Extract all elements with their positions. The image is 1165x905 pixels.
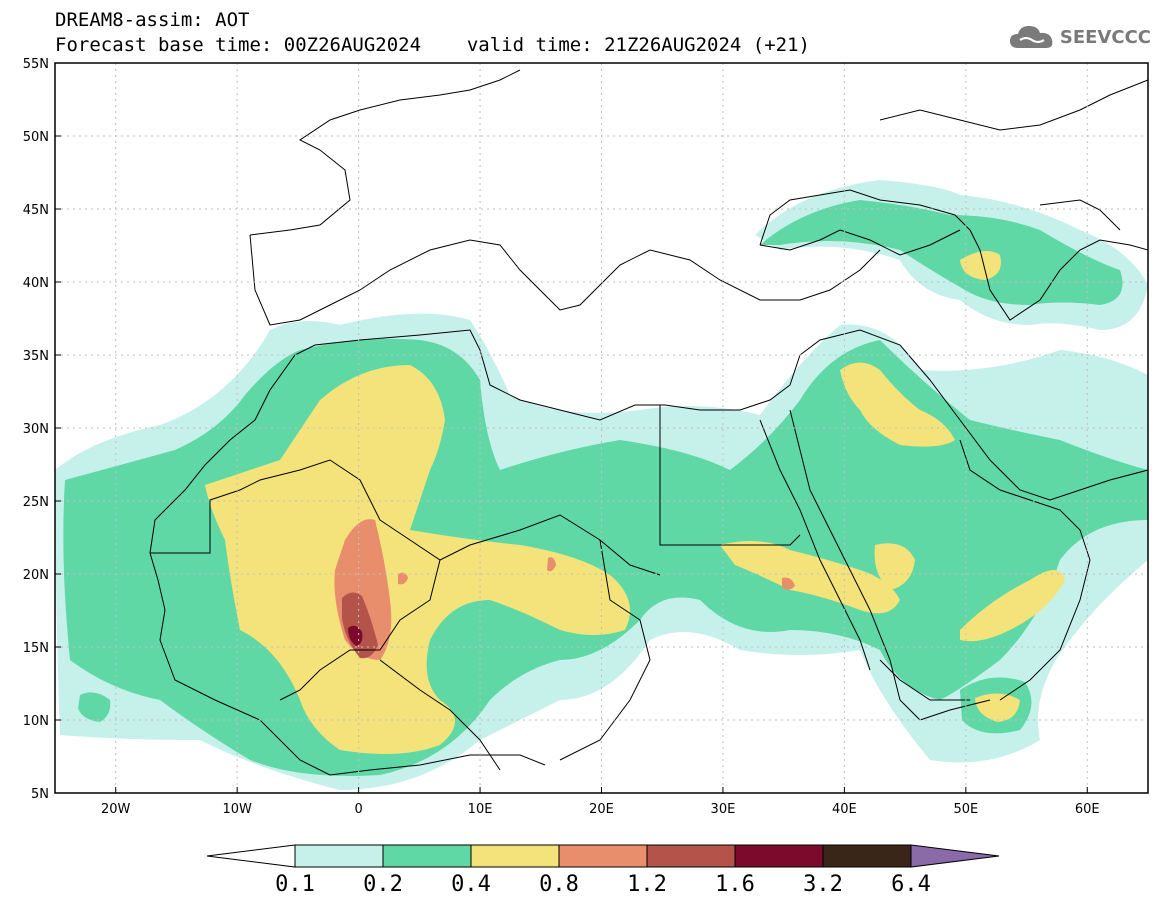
lat-label: 15N	[23, 641, 49, 656]
lat-label: 50N	[23, 130, 49, 145]
latitude-labels: 55N 50N 45N 40N 35N 30N 25N 20N 15N 10N 5N	[23, 57, 61, 802]
colorbar-high-arrow	[910, 844, 1000, 868]
lat-label: 35N	[23, 349, 49, 364]
lat-label: 25N	[23, 495, 49, 510]
lon-label: 30E	[711, 802, 736, 817]
cloud-icon	[1009, 26, 1053, 48]
lat-label: 30N	[23, 422, 49, 437]
aot-band-0.4	[205, 251, 1065, 754]
colorbar-label: 0.8	[539, 872, 579, 897]
lon-label: 50E	[953, 802, 978, 817]
colorbar-label: 3.2	[803, 872, 843, 897]
lon-label: 10E	[468, 802, 493, 817]
colorbar-label: 1.6	[715, 872, 755, 897]
colorbar-segment	[470, 844, 560, 868]
colorbar-label: 0.1	[275, 872, 315, 897]
aot-field	[55, 180, 1148, 790]
colorbar-label: 0.4	[451, 872, 491, 897]
aot-band-1.2	[342, 592, 378, 659]
colorbar-segment	[734, 844, 824, 868]
coastlines	[149, 69, 1148, 776]
map-title: DREAM8-assim: AOT	[55, 9, 250, 31]
colorbar-segment	[646, 844, 736, 868]
lon-label: 10W	[222, 802, 252, 817]
colorbar	[206, 844, 1000, 868]
logo-text: SEEVCCC	[1059, 26, 1151, 48]
lon-label: 40E	[832, 802, 857, 817]
lat-label: 55N	[23, 57, 49, 72]
lon-label: 0	[354, 802, 362, 817]
colorbar-low-arrow	[206, 844, 296, 868]
lon-label: 20E	[589, 802, 614, 817]
colorbar-segment	[382, 844, 472, 868]
colorbar-label: 0.2	[363, 872, 403, 897]
lat-label: 40N	[23, 276, 49, 291]
base-time-text: Forecast base time: 00Z26AUG2024	[55, 34, 422, 56]
colorbar-label: 6.4	[891, 872, 931, 897]
lat-label: 20N	[23, 568, 49, 583]
colorbar-segment	[558, 844, 648, 868]
lat-label: 45N	[23, 203, 49, 218]
lon-label: 20W	[101, 802, 131, 817]
forecast-base-time: Forecast base time: 00Z26AUG2024 valid t…	[55, 35, 810, 55]
longitude-labels: 20W 10W 0 10E 20E 30E 40E 50E 60E	[101, 787, 1100, 817]
colorbar-segment	[294, 844, 384, 868]
lat-label: 10N	[23, 714, 49, 729]
lon-label: 60E	[1075, 802, 1100, 817]
colorbar-segment	[822, 844, 912, 868]
colorbar-label: 1.2	[627, 872, 667, 897]
seevccc-logo: SEEVCCC	[1008, 22, 1151, 52]
valid-time-text: valid time: 21Z26AUG2024 (+21)	[466, 34, 810, 56]
colorbar-labels: 0.1 0.2 0.4 0.8 1.2 1.6 3.2 6.4	[275, 872, 931, 897]
gridlines	[55, 63, 1148, 793]
lat-label: 5N	[31, 787, 49, 802]
